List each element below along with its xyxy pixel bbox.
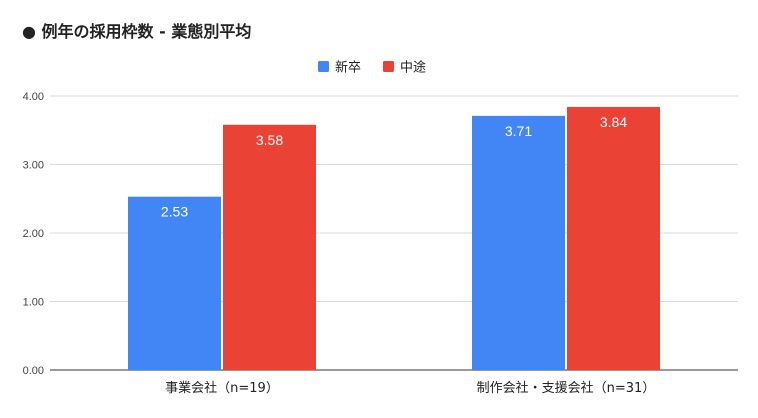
y-tick-label: 1.00 xyxy=(23,297,44,309)
y-tick-label: 2.00 xyxy=(23,228,44,240)
legend-label: 中途 xyxy=(400,60,426,76)
bar-中途-0 xyxy=(223,124,316,371)
data-label: 3.58 xyxy=(256,132,283,148)
bar-新卒-0 xyxy=(128,196,221,370)
y-tick-label: 0.00 xyxy=(23,365,44,377)
x-category-label: 制作会社・支援会社（n=31） xyxy=(477,380,656,396)
legend-swatch xyxy=(383,61,394,72)
chart-title: ● 例年の採用枠数 - 業態別平均 xyxy=(22,22,252,41)
y-tick-label: 4.00 xyxy=(23,91,44,103)
data-label: 3.84 xyxy=(600,114,627,130)
data-label: 2.53 xyxy=(161,204,188,220)
y-axis: 0.00 1.00 2.00 3.00 4.00 xyxy=(23,91,44,377)
x-category-label: 事業会社（n=19） xyxy=(165,380,279,396)
legend-label: 新卒 xyxy=(335,60,361,76)
bar-中途-1 xyxy=(567,106,660,371)
legend-swatch xyxy=(318,61,329,72)
y-tick-label: 3.00 xyxy=(23,160,44,172)
x-axis: 事業会社（n=19） 制作会社・支援会社（n=31） xyxy=(165,380,655,396)
legend: 新卒 中途 xyxy=(318,60,426,76)
bar-新卒-1 xyxy=(472,115,565,371)
bars: 2.53 3.58 3.71 3.84 xyxy=(128,106,660,371)
data-label: 3.71 xyxy=(505,123,532,139)
